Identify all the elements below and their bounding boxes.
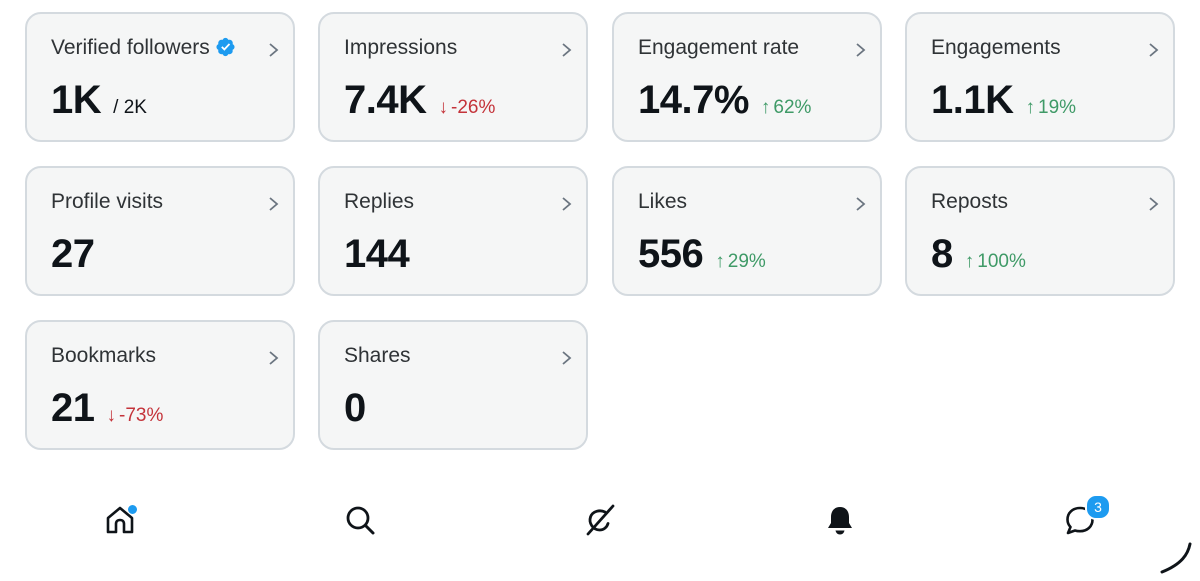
metric-card-replies[interactable]: Replies 144 — [318, 166, 588, 296]
metric-delta: ↑ 29% — [715, 251, 766, 272]
metric-card-profile-visits[interactable]: Profile visits 27 — [25, 166, 295, 296]
metric-value: 27 — [51, 232, 95, 276]
metric-value: 14.7% — [638, 78, 749, 122]
metric-value-row: 27 — [51, 232, 95, 277]
metric-card-shares[interactable]: Shares 0 — [318, 320, 588, 450]
metric-sub: / 2K — [113, 97, 147, 118]
metric-value-row: 1.1K ↑ 19% — [931, 78, 1076, 123]
metric-label: Impressions — [344, 36, 458, 59]
nav-home-button[interactable] — [90, 490, 150, 550]
arrow-up-icon: ↑ — [964, 251, 975, 272]
nav-search-button[interactable] — [330, 490, 390, 550]
bell-icon — [828, 507, 852, 535]
chevron-right-icon — [269, 351, 279, 365]
grok-icon — [586, 504, 615, 536]
chevron-right-icon — [856, 197, 866, 211]
metric-value: 556 — [638, 232, 704, 276]
metric-value-row: 8 ↑ 100% — [931, 232, 1026, 277]
metric-card-impressions[interactable]: Impressions 7.4K ↓ -26% — [318, 12, 588, 142]
metric-value-row: 21 ↓ -73% — [51, 386, 163, 431]
arrow-up-icon: ↑ — [1025, 97, 1036, 118]
metric-card-engagements[interactable]: Engagements 1.1K ↑ 19% — [905, 12, 1175, 142]
unread-dot — [127, 504, 138, 515]
metric-card-likes[interactable]: Likes 556 ↑ 29% — [612, 166, 882, 296]
metric-value-row: 7.4K ↓ -26% — [344, 78, 495, 123]
chevron-right-icon — [1149, 197, 1159, 211]
metric-value-row: 556 ↑ 29% — [638, 232, 766, 277]
messages-badge: 3 — [1085, 494, 1111, 520]
chevron-right-icon — [269, 197, 279, 211]
metric-delta: ↑ 62% — [760, 97, 812, 118]
metric-value: 1K — [51, 78, 102, 122]
search-icon — [346, 506, 375, 535]
metric-label: Profile visits — [51, 190, 164, 213]
loading-spinner-icon — [1160, 542, 1192, 574]
chevron-right-icon — [562, 351, 572, 365]
metric-label: Verified followers — [51, 36, 236, 60]
metric-label: Likes — [638, 190, 688, 213]
metric-value-row: 0 — [344, 386, 366, 431]
metrics-grid: Verified followers 1K / 2K Impressions 7… — [25, 12, 1175, 450]
metric-value: 21 — [51, 386, 95, 430]
metric-value: 8 — [931, 232, 953, 276]
metric-label: Bookmarks — [51, 344, 157, 367]
arrow-down-icon: ↓ — [438, 97, 449, 118]
metric-value-row: 1K / 2K — [51, 78, 147, 123]
metric-card-bookmarks[interactable]: Bookmarks 21 ↓ -73% — [25, 320, 295, 450]
arrow-up-icon: ↑ — [760, 97, 771, 118]
bottom-nav: 3 — [0, 472, 1200, 581]
metric-value-row: 14.7% ↑ 62% — [638, 78, 811, 123]
metric-delta: ↑ 19% — [1025, 97, 1077, 118]
chevron-right-icon — [562, 43, 572, 57]
metric-card-reposts[interactable]: Reposts 8 ↑ 100% — [905, 166, 1175, 296]
nav-messages-button[interactable]: 3 — [1050, 490, 1111, 550]
metric-delta: ↑ 100% — [964, 251, 1026, 272]
chevron-right-icon — [562, 197, 572, 211]
metric-delta: ↓ -73% — [106, 405, 164, 426]
metric-value: 0 — [344, 386, 366, 430]
metric-card-verified-followers[interactable]: Verified followers 1K / 2K — [25, 12, 295, 142]
metric-delta: ↓ -26% — [438, 97, 496, 118]
arrow-down-icon: ↓ — [106, 405, 117, 426]
metric-value: 144 — [344, 232, 410, 276]
chevron-right-icon — [1149, 43, 1159, 57]
chevron-right-icon — [269, 43, 279, 57]
verified-badge-icon — [216, 37, 235, 57]
metric-value-row: 144 — [344, 232, 410, 277]
metric-label: Shares — [344, 344, 411, 367]
arrow-up-icon: ↑ — [715, 251, 725, 272]
metric-label: Engagement rate — [638, 36, 800, 59]
home-icon — [106, 506, 134, 534]
chevron-right-icon — [856, 43, 866, 57]
metric-label: Replies — [344, 190, 415, 213]
metric-value: 7.4K — [344, 78, 427, 122]
nav-grok-button[interactable] — [570, 490, 630, 550]
metric-label: Reposts — [931, 190, 1009, 213]
metric-label: Engagements — [931, 36, 1061, 59]
nav-notifications-button[interactable] — [810, 490, 870, 550]
metric-value: 1.1K — [931, 78, 1014, 122]
metric-card-engagement-rate[interactable]: Engagement rate 14.7% ↑ 62% — [612, 12, 882, 142]
